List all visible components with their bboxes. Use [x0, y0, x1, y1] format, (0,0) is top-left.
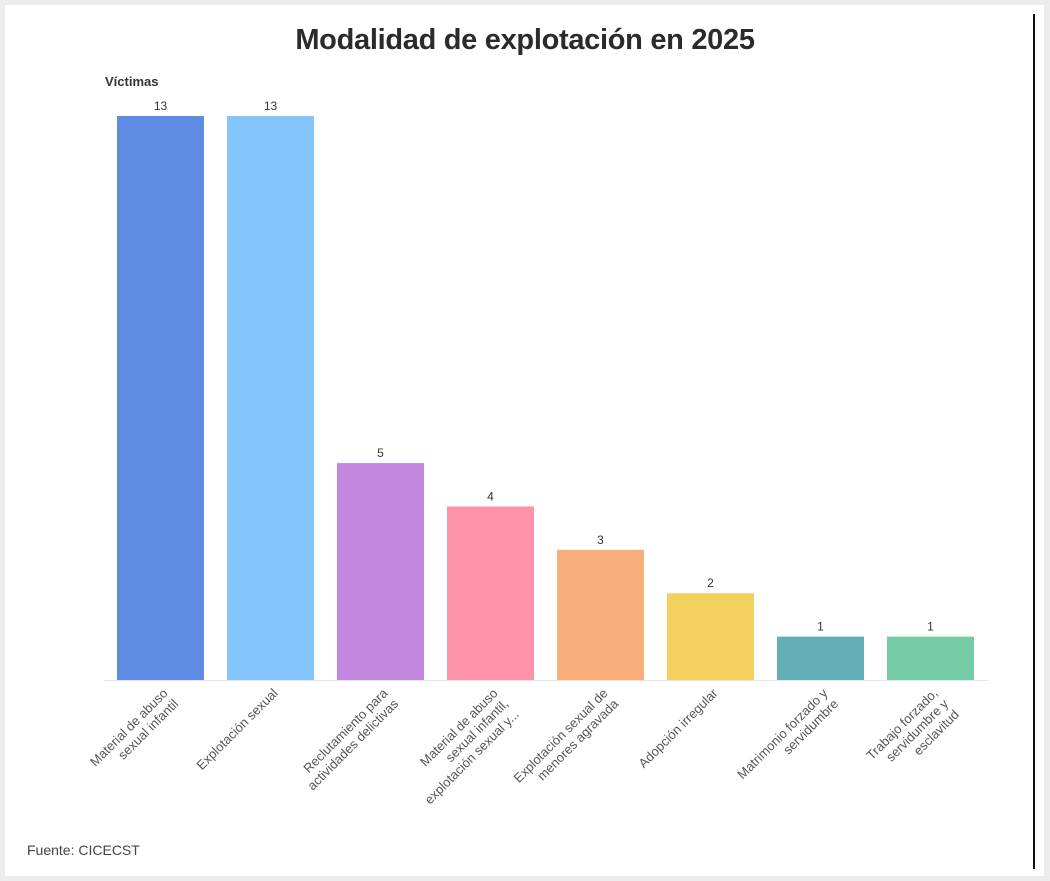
- data-label: 4: [487, 489, 494, 503]
- chart-title: Modalidad de explotación en 2025: [295, 24, 755, 56]
- vertical-divider: [1033, 14, 1035, 869]
- source-note: Fuente: CICECST: [27, 842, 140, 858]
- data-label: 2: [707, 576, 714, 590]
- x-tick-label: Material de abusosexual infantil,explota…: [400, 686, 522, 808]
- x-tick-label: Adopción irregular: [635, 685, 721, 771]
- bar[interactable]: [337, 463, 424, 680]
- x-tick-label: Matrimonio forzado yservidumbre: [734, 685, 841, 792]
- bar[interactable]: [887, 636, 974, 680]
- bar[interactable]: [557, 549, 644, 680]
- bar[interactable]: [117, 116, 204, 680]
- x-tick-label: Reclutamiento paraactividades delictivas: [294, 685, 402, 793]
- data-label: 1: [927, 620, 934, 634]
- x-tick-label: Material de abusosexual infantil: [87, 685, 181, 779]
- x-tick-label-line: Adopción irregular: [635, 685, 721, 771]
- x-tick-label-line: Matrimonio forzado y: [734, 685, 831, 782]
- data-label: 5: [377, 446, 384, 460]
- x-tick-label: Trabajo forzado,servidumbre yesclavitud: [863, 685, 962, 784]
- bar[interactable]: [447, 506, 534, 680]
- bar[interactable]: [227, 116, 314, 680]
- x-tick-label: Explotación sexual: [193, 685, 280, 772]
- x-tick-label-line: Explotación sexual: [193, 685, 280, 772]
- x-tick-label-line: Explotación sexual de: [511, 686, 611, 786]
- x-tick-label: Explotación sexual demenores agravada: [511, 685, 622, 796]
- bar[interactable]: [667, 593, 754, 680]
- data-label: 3: [597, 533, 604, 547]
- data-label: 13: [264, 99, 278, 113]
- data-label: 1: [817, 620, 824, 634]
- x-tick-label-line: actividades delictivas: [304, 696, 401, 793]
- bar[interactable]: [777, 636, 864, 680]
- data-label: 13: [154, 99, 168, 113]
- y-axis-label: Víctimas: [105, 74, 159, 89]
